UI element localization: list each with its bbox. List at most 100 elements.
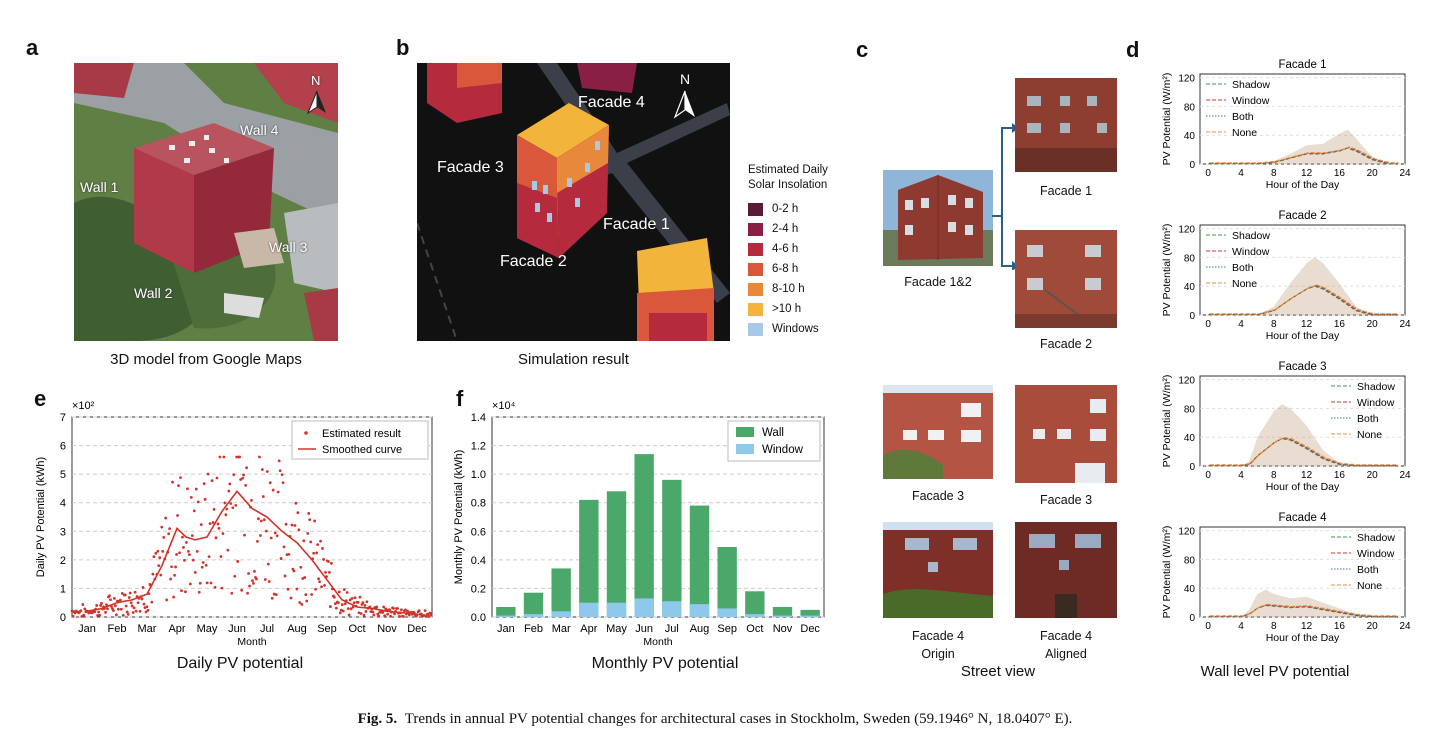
data-point [83,607,87,611]
data-point [210,479,214,483]
legend-label: Window [762,444,804,456]
data-point [423,609,427,613]
data-point [98,613,102,617]
data-point [185,487,189,491]
data-point [299,565,303,569]
y-tick-label: 1.2 [471,441,486,453]
data-point [345,591,349,594]
x-tick-label: 4 [1238,319,1244,330]
data-point [429,613,433,617]
panel-letter-b: b [396,35,410,60]
data-point [253,569,256,573]
caption-facade-4-origin: Facade 4 Origin [911,629,965,661]
data-point [307,512,311,515]
data-point [228,482,232,486]
data-point [113,604,117,608]
data-point [342,588,346,591]
data-point [216,522,220,526]
data-point [125,610,129,614]
data-point [241,476,245,480]
legend-label: Window [1357,397,1395,409]
data-point [126,612,130,616]
y-tick-label: 40 [1184,433,1196,444]
data-point [150,600,154,604]
data-point [318,580,321,584]
data-point [265,470,269,473]
data-point [157,564,161,568]
data-point [80,615,84,618]
data-point [283,574,287,578]
bar-wall-Jan [496,607,516,617]
data-point [257,517,260,521]
data-point [317,577,320,581]
data-point [304,593,308,597]
data-point [158,556,162,560]
x-tick-label: Apr [580,623,597,635]
data-point [295,587,299,591]
legend-label: None [1232,278,1257,290]
caption-c: Street view [960,663,1036,680]
data-point [297,528,301,532]
data-point [329,605,332,608]
bar-wall-Feb [523,592,544,617]
x-tick-label: Jul [260,623,274,635]
bar-wall-Nov [772,607,793,617]
data-point [195,549,199,553]
legend-label: Both [1357,413,1379,425]
y-axis-label: Monthly PV Potential (kWh) [453,450,465,585]
data-point [312,551,316,555]
data-point [343,602,347,606]
data-point [79,609,83,613]
data-point [276,490,280,494]
data-point [105,603,108,607]
data-point [419,612,423,616]
wall-1-label: Wall 1 [80,179,119,195]
facade-3-label: Facade 3 [437,159,504,176]
data-point [267,580,271,583]
x-axis-label: Month [237,636,266,648]
caption-facade-3-b: Facade 3 [1039,493,1093,507]
data-point [383,614,387,618]
data-point [173,573,176,577]
data-point [257,455,261,459]
x-tick-label: 16 [1334,168,1346,179]
y-tick-label: 120 [1178,225,1195,236]
data-point [261,495,265,498]
bar-window-Nov [772,615,793,617]
x-tick-label: Dec [407,623,427,635]
x-tick-label: 0 [1205,470,1211,481]
data-point [178,551,181,555]
data-point [273,531,277,535]
data-point [239,478,243,481]
data-point [129,601,133,605]
data-point [170,565,174,569]
data-point [234,504,238,507]
data-point [313,519,317,523]
data-point [156,549,160,553]
data-point [292,569,296,573]
data-point [251,579,254,583]
data-point [159,573,163,577]
wall-4-label: Wall 4 [240,122,279,138]
data-point [221,532,225,535]
data-point [114,613,118,617]
data-point [205,581,209,585]
legend-swatch [748,282,763,296]
caption-f: Monthly PV potential [591,655,739,672]
x-axis-label: Hour of the Day [1266,179,1340,191]
data-point [212,507,216,511]
legend-label: None [1357,429,1382,441]
data-point [361,601,365,605]
x-axis-label: Hour of the Day [1266,330,1340,342]
data-point [352,601,356,605]
legend-item-3: 6-8 h [748,259,819,279]
y-tick-label: 0.0 [471,612,486,624]
uncertainty-band [1208,257,1397,315]
y-axis-label: PV Potential (W/m²) [1161,224,1173,317]
simulation-result-render: Facade 1 Facade 2 Facade 3 Facade 4 N [417,63,730,341]
legend-label: Wall [762,427,784,439]
data-point [260,468,264,471]
data-point [177,484,180,488]
x-tick-label: 16 [1334,621,1346,632]
y-tick-label: 80 [1184,404,1196,415]
